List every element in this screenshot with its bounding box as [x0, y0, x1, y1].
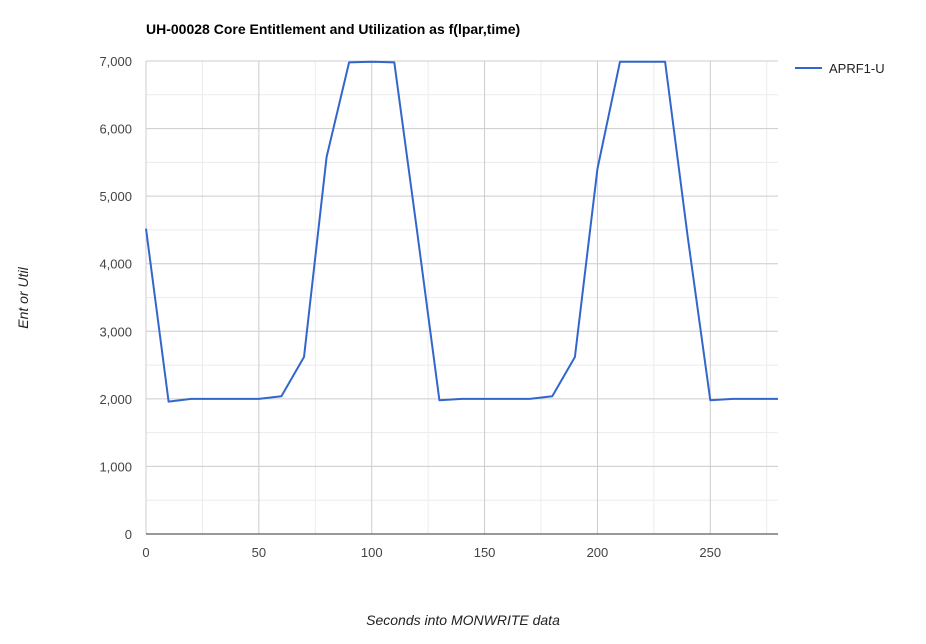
y-tick-label: 0	[125, 527, 132, 542]
y-tick-label: 4,000	[99, 257, 132, 272]
x-tick-label: 150	[474, 545, 496, 560]
y-tick-label: 2,000	[99, 392, 132, 407]
x-tick-label: 0	[142, 545, 149, 560]
x-tick-label: 50	[252, 545, 266, 560]
y-tick-label: 6,000	[99, 122, 132, 137]
y-tick-label: 1,000	[99, 459, 132, 474]
x-tick-label: 250	[699, 545, 721, 560]
y-tick-label: 7,000	[99, 54, 132, 69]
legend-label-aprf1-u: APRF1-U	[829, 61, 885, 76]
legend[interactable]: APRF1-U	[795, 61, 885, 76]
y-axis-label: Ent or Util	[15, 266, 31, 328]
chart-title: UH-00028 Core Entitlement and Utilizatio…	[146, 21, 520, 37]
series-line-aprf1-u	[145, 60, 778, 403]
y-tick-label: 5,000	[99, 189, 132, 204]
x-tick-label: 100	[361, 545, 383, 560]
x-axis-ticks: 0 50 100 150 200 250	[142, 545, 721, 560]
x-tick-label: 200	[587, 545, 609, 560]
series-layer	[145, 60, 778, 403]
gridlines	[145, 60, 778, 534]
y-axis-ticks: 0 1,000 2,000 3,000 4,000 5,000 6,000 7,000	[99, 54, 132, 542]
y-tick-label: 3,000	[99, 324, 132, 339]
x-axis-label: Seconds into MONWRITE data	[366, 612, 560, 628]
